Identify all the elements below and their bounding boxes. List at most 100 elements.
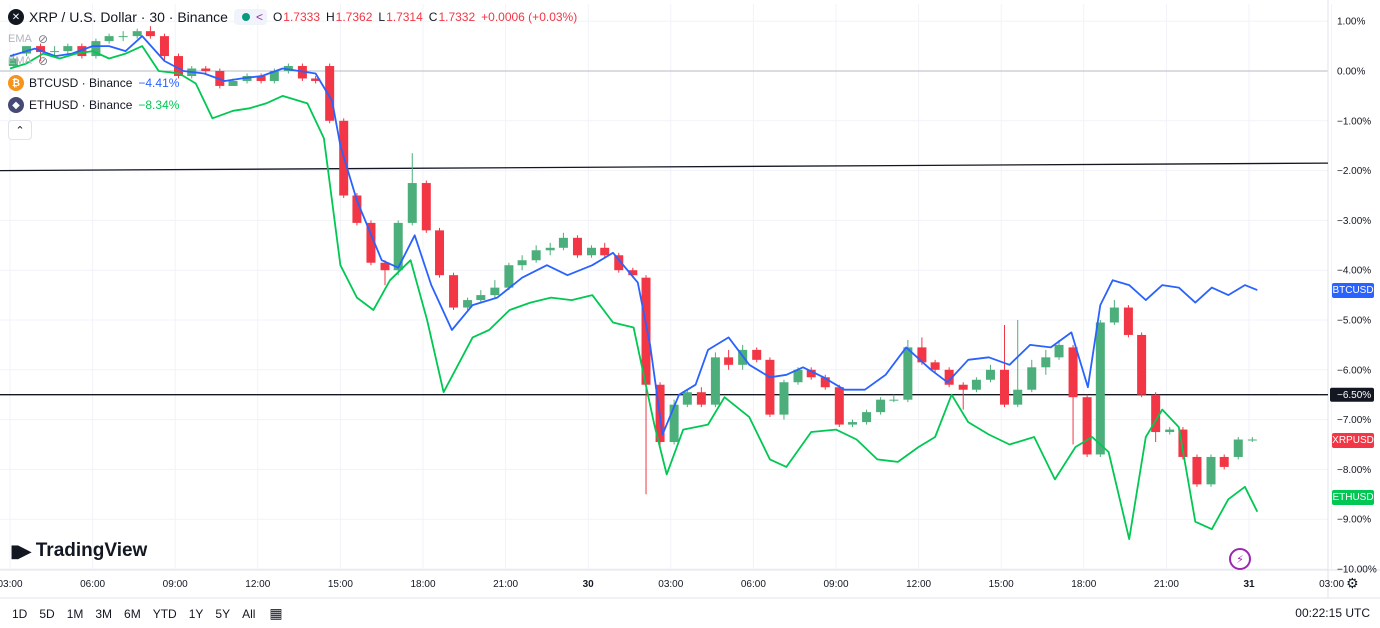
market-open-icon: [241, 13, 250, 21]
open-value: 1.7333: [283, 10, 320, 24]
candle-body: [1068, 347, 1078, 398]
price-tick-label: −5.00%: [1337, 316, 1371, 327]
candle-body: [752, 349, 762, 360]
indicator-row[interactable]: EMA ⊘: [8, 50, 583, 72]
eye-hidden-icon[interactable]: ⊘: [38, 54, 49, 68]
candle-body: [710, 357, 720, 405]
low-value: 1.7314: [386, 10, 423, 24]
candle-body: [545, 247, 555, 251]
candle-body: [8, 58, 18, 67]
candle-body: [1165, 429, 1175, 433]
time-tick-label: 09:00: [163, 579, 188, 590]
ethereum-icon: ◆: [8, 97, 24, 113]
candle-body: [834, 387, 844, 425]
compare-row-eth[interactable]: ◆ ETHUSD · Binance −8.34%: [8, 94, 583, 116]
time-tick-label: 12:00: [245, 579, 270, 590]
candle-body: [1151, 394, 1161, 433]
candle-body: [1206, 456, 1216, 485]
price-tick-label: −7.00%: [1337, 415, 1371, 426]
compare-row-btc[interactable]: ₿ BTCUSD · Binance −4.41%: [8, 72, 583, 94]
timeframe-1d[interactable]: 1D: [12, 606, 28, 621]
candle-body: [917, 347, 927, 363]
timeframe-6m[interactable]: 6M: [124, 606, 141, 621]
low-label: L: [378, 10, 386, 24]
eth-name: ETHUSD · Binance: [29, 98, 133, 112]
candle-body: [104, 36, 114, 42]
indicator-row[interactable]: EMA ⊘: [8, 28, 583, 50]
timeframe-3m[interactable]: 3M: [95, 606, 113, 621]
candle-body: [463, 300, 473, 308]
candle-body: [1082, 397, 1092, 455]
magic-icon[interactable]: ⚡: [1229, 548, 1251, 570]
ema-label: EMA: [8, 33, 32, 45]
price-tick-label: −3.00%: [1337, 216, 1371, 227]
candle-body: [793, 369, 803, 383]
hline-label-box: [1330, 387, 1374, 402]
candle-body: [903, 347, 913, 400]
candle-body: [779, 382, 789, 415]
time-tick-label: 03:00: [0, 579, 23, 590]
candle-body: [1041, 357, 1051, 368]
candle-body: [145, 31, 155, 37]
eye-hidden-icon[interactable]: ⊘: [38, 32, 49, 46]
utc-clock[interactable]: 00:22:15 UTC: [1295, 606, 1370, 620]
price-axis[interactable]: 1.00% 0.00% −1.00% −2.00% −3.00% −4.00% −5.00%…: [1330, 17, 1377, 576]
time-tick-label: 12:00: [906, 579, 931, 590]
candle-body: [36, 46, 46, 53]
candle-body: [50, 51, 60, 53]
time-axis[interactable]: 03:00 06:00 09:00 12:00 15:00 18:00 21:00 30 03:…: [0, 579, 1345, 590]
btc-name: BTCUSD · Binance: [29, 76, 133, 90]
calendar-icon[interactable]: ▦: [269, 605, 283, 621]
price-tick-label: −6.00%: [1337, 365, 1371, 376]
price-tick-label: −10.00%: [1337, 565, 1377, 576]
bottom-toolbar: 1D 5D 1M 3M 6M YTD 1Y 5Y All ▦ 00:22:15 …: [0, 599, 1380, 628]
candle-body: [421, 183, 431, 231]
candle-body: [269, 71, 279, 81]
tradingview-logo-icon: ▮▶: [10, 540, 32, 561]
symbol-title[interactable]: XRP / U.S. Dollar · 30 · Binance: [29, 9, 228, 25]
candle-body: [765, 359, 775, 415]
candle-body: [531, 250, 541, 261]
time-tick-label: 18:00: [410, 579, 435, 590]
timeframe-1m[interactable]: 1M: [66, 606, 84, 621]
candle-body: [944, 369, 954, 385]
candle-body: [407, 183, 417, 223]
status-pill[interactable]: <: [233, 9, 267, 25]
candle-body: [63, 46, 73, 52]
timeframe-5y[interactable]: 5Y: [215, 606, 231, 621]
candle-body: [958, 384, 968, 390]
price-chart[interactable]: 1.00% 0.00% −1.00% −2.00% −3.00% −4.00% −5.00%…: [0, 0, 1380, 600]
time-tick-label: 31: [1243, 579, 1255, 590]
candle-body: [558, 237, 568, 248]
candle-body: [1013, 389, 1023, 405]
gear-icon[interactable]: ⚙: [1346, 575, 1359, 591]
timeframe-all[interactable]: All: [242, 606, 256, 621]
tradingview-logo[interactable]: ▮▶ TradingView: [10, 540, 147, 562]
candle-body: [806, 369, 816, 378]
high-value: 1.7362: [335, 10, 373, 24]
candle-body: [1178, 429, 1188, 457]
candle-body: [22, 46, 32, 54]
timeframe-5d[interactable]: 5D: [39, 606, 55, 621]
price-tick-label: −8.00%: [1337, 465, 1371, 476]
price-tick-label: −9.00%: [1337, 515, 1371, 526]
collapse-legend-button[interactable]: ⌃: [8, 120, 32, 140]
candle-body: [352, 195, 362, 223]
candle-body: [985, 369, 995, 380]
change-value: +0.0006 (+0.03%): [481, 10, 578, 24]
main-symbol-row[interactable]: ✕ XRP / U.S. Dollar · 30 · Binance < O 1.…: [8, 6, 583, 28]
candle-body: [201, 68, 211, 71]
time-tick-label: 03:00: [1319, 579, 1344, 590]
candle-body: [380, 262, 390, 271]
share-icon: <: [255, 10, 263, 24]
timeframe-ytd[interactable]: YTD: [152, 606, 177, 621]
btcusd-line: [9, 35, 1258, 436]
timeframe-1y[interactable]: 1Y: [188, 606, 204, 621]
trend-line: [0, 162, 1329, 172]
open-label: O: [272, 10, 283, 24]
price-tick-label: 0.00%: [1337, 67, 1365, 78]
time-tick-label: 09:00: [823, 579, 848, 590]
time-tick-label: 03:00: [658, 579, 683, 590]
candle-body: [628, 270, 638, 276]
candle-body: [1247, 439, 1257, 441]
